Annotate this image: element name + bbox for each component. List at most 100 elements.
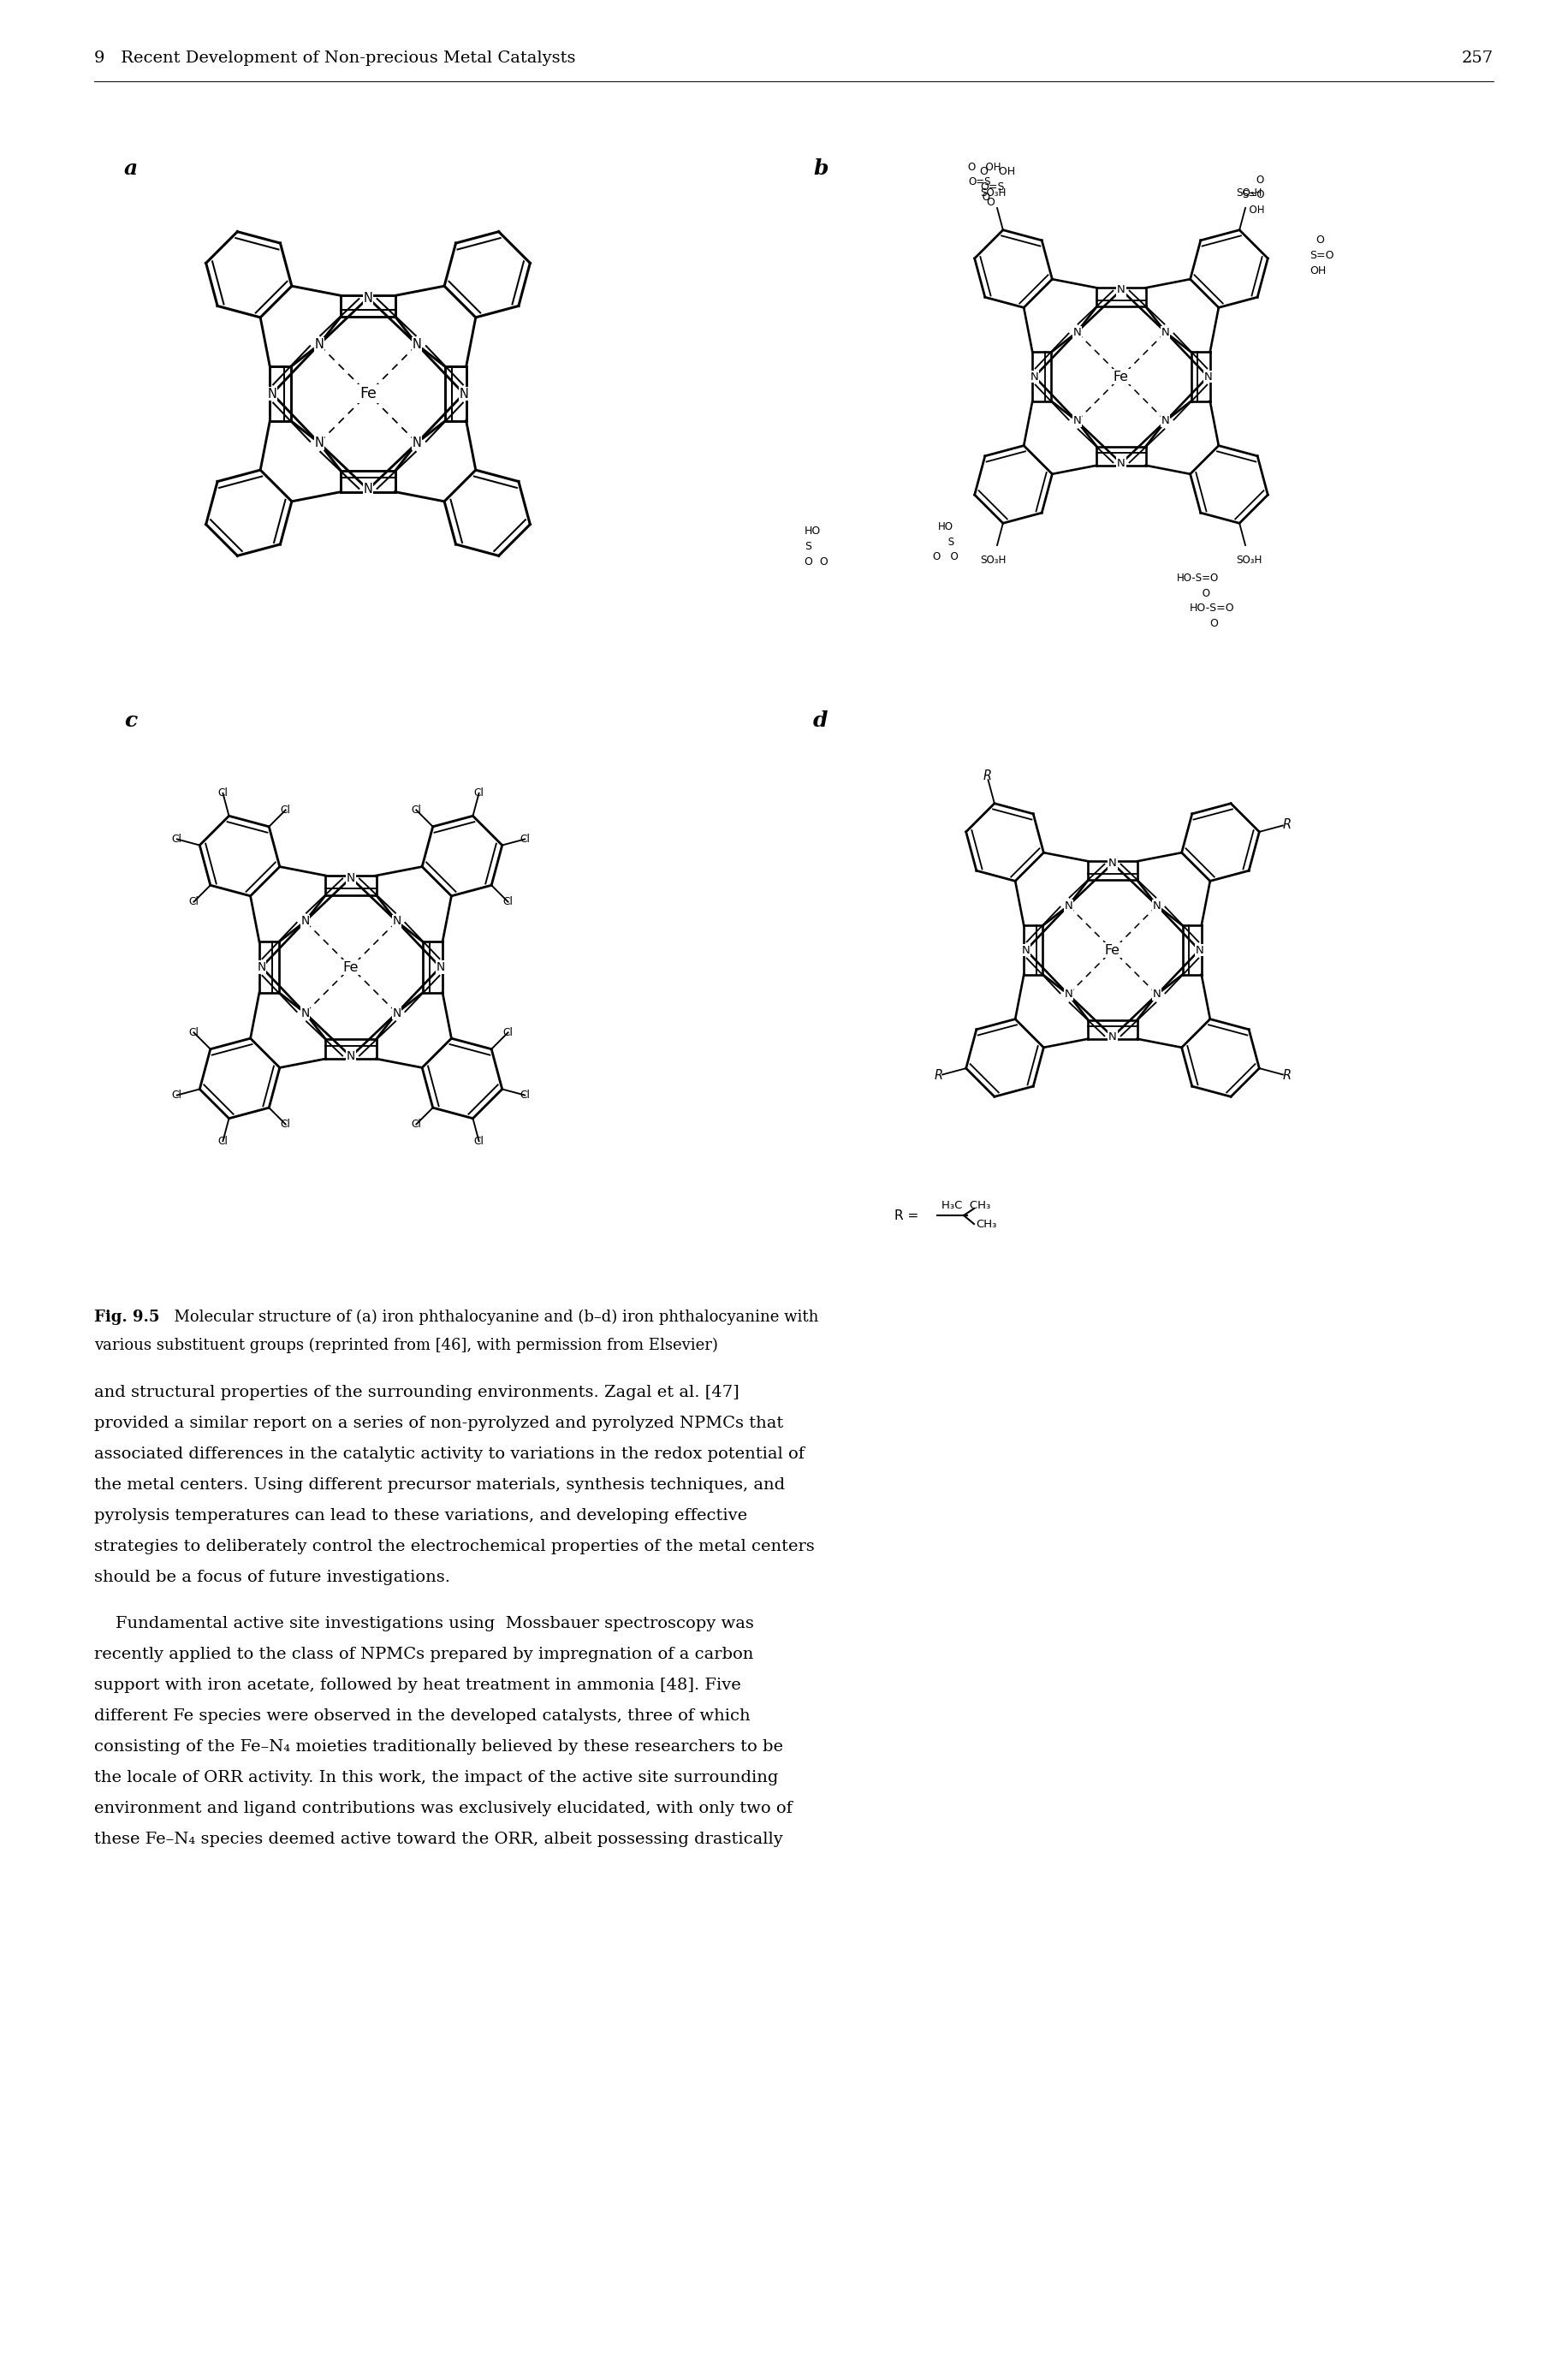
Text: Cl: Cl: [474, 789, 485, 798]
Text: Fe: Fe: [359, 385, 376, 402]
Text: Cl: Cl: [218, 1136, 227, 1148]
Text: consisting of the Fe–N₄ moieties traditionally believed by these researchers to : consisting of the Fe–N₄ moieties traditi…: [94, 1739, 782, 1753]
Text: R: R: [935, 1069, 942, 1081]
Text: R: R: [1283, 1069, 1292, 1081]
Text: S: S: [804, 539, 811, 551]
Text: should be a focus of future investigations.: should be a focus of future investigatio…: [94, 1571, 450, 1585]
Text: O  O: O O: [804, 556, 828, 568]
Text: H₃C  CH₃: H₃C CH₃: [941, 1200, 991, 1212]
Text: O: O: [978, 192, 989, 202]
Text: Molecular structure of (a) iron phthalocyanine and (b–d) iron phthalocyanine wit: Molecular structure of (a) iron phthaloc…: [165, 1309, 818, 1326]
Text: 9   Recent Development of Non-precious Metal Catalysts: 9 Recent Development of Non-precious Met…: [94, 50, 575, 67]
Text: N: N: [301, 1007, 309, 1019]
Text: N: N: [1109, 1031, 1116, 1043]
Text: SO₃H: SO₃H: [980, 188, 1007, 200]
Text: N: N: [1109, 858, 1116, 870]
Text: SO₃H: SO₃H: [1236, 188, 1262, 200]
Text: Cl: Cl: [188, 896, 199, 908]
Text: HO: HO: [804, 525, 822, 537]
Text: SO₃H: SO₃H: [980, 554, 1007, 565]
Text: R: R: [1283, 817, 1292, 832]
Text: Cl: Cl: [411, 1119, 422, 1131]
Text: the metal centers. Using different precursor materials, synthesis techniques, an: the metal centers. Using different precu…: [94, 1478, 786, 1492]
Text: HO: HO: [938, 520, 953, 532]
Text: N: N: [347, 872, 356, 884]
Text: R =: R =: [894, 1209, 919, 1221]
Text: O=S: O=S: [969, 176, 991, 188]
Text: Cl: Cl: [281, 805, 290, 815]
Text: O: O: [1187, 587, 1210, 599]
Text: HO-S=O: HO-S=O: [1178, 573, 1220, 582]
Text: N: N: [412, 337, 422, 352]
Text: support with iron acetate, followed by heat treatment in ammonia [48]. Five: support with iron acetate, followed by h…: [94, 1677, 742, 1694]
Text: strategies to deliberately control the electrochemical properties of the metal c: strategies to deliberately control the e…: [94, 1540, 815, 1554]
Text: Cl: Cl: [503, 1026, 513, 1038]
Text: N: N: [1073, 326, 1080, 337]
Text: c: c: [124, 710, 136, 732]
Text: N: N: [314, 337, 323, 352]
Text: Cl: Cl: [519, 1091, 530, 1100]
Text: Cl: Cl: [218, 789, 227, 798]
Text: N: N: [301, 915, 309, 927]
Text: O: O: [1243, 173, 1264, 185]
Text: Fundamental active site investigations using  Mossbauer spectroscopy was: Fundamental active site investigations u…: [94, 1616, 754, 1632]
Text: Cl: Cl: [519, 834, 530, 846]
Text: O: O: [980, 197, 996, 207]
Text: Fig. 9.5: Fig. 9.5: [94, 1309, 160, 1326]
Text: Cl: Cl: [474, 1136, 485, 1148]
Text: OH: OH: [1243, 204, 1265, 216]
Text: O   OH: O OH: [980, 166, 1014, 176]
Text: R: R: [983, 770, 991, 782]
Text: N: N: [1162, 416, 1170, 428]
Text: S: S: [946, 537, 955, 546]
Text: N: N: [1195, 946, 1204, 955]
Text: N: N: [364, 292, 373, 304]
Text: O: O: [1190, 618, 1218, 630]
Text: N: N: [1022, 946, 1030, 955]
Text: N: N: [1116, 459, 1126, 468]
Text: O   O: O O: [933, 551, 958, 561]
Text: CH₃: CH₃: [975, 1219, 997, 1228]
Text: and structural properties of the surrounding environments. Zagal et al. [47]: and structural properties of the surroun…: [94, 1385, 739, 1399]
Text: 257: 257: [1461, 50, 1494, 67]
Text: N: N: [1065, 988, 1073, 1000]
Text: b: b: [814, 159, 828, 178]
Text: S=O: S=O: [1309, 249, 1334, 261]
Text: Cl: Cl: [172, 1091, 182, 1100]
Text: pyrolysis temperatures can lead to these variations, and developing effective: pyrolysis temperatures can lead to these…: [94, 1509, 748, 1523]
Text: d: d: [814, 710, 828, 732]
Text: Fe: Fe: [343, 960, 359, 974]
Text: N: N: [1073, 416, 1080, 428]
Text: O: O: [1309, 235, 1325, 245]
Text: N: N: [257, 962, 267, 974]
Text: environment and ligand contributions was exclusively elucidated, with only two o: environment and ligand contributions was…: [94, 1801, 792, 1815]
Text: associated differences in the catalytic activity to variations in the redox pote: associated differences in the catalytic …: [94, 1447, 804, 1461]
Text: N: N: [1065, 901, 1073, 912]
Text: N: N: [1162, 326, 1170, 337]
Text: the locale of ORR activity. In this work, the impact of the active site surround: the locale of ORR activity. In this work…: [94, 1770, 778, 1784]
Text: N: N: [459, 387, 469, 399]
Text: N: N: [1204, 371, 1212, 383]
Text: N: N: [436, 962, 445, 974]
Text: N: N: [392, 1007, 401, 1019]
Text: N: N: [314, 437, 323, 449]
Text: a: a: [124, 159, 138, 178]
Text: recently applied to the class of NPMCs prepared by impregnation of a carbon: recently applied to the class of NPMCs p…: [94, 1647, 754, 1663]
Text: Cl: Cl: [503, 896, 513, 908]
Text: N: N: [1116, 285, 1126, 295]
Text: Cl: Cl: [281, 1119, 290, 1131]
Text: these Fe–N₄ species deemed active toward the ORR, albeit possessing drastically: these Fe–N₄ species deemed active toward…: [94, 1832, 782, 1846]
Text: OH: OH: [1309, 264, 1327, 276]
Text: N: N: [1152, 901, 1162, 912]
Text: provided a similar report on a series of non-pyrolyzed and pyrolyzed NPMCs that: provided a similar report on a series of…: [94, 1416, 784, 1430]
Text: N: N: [347, 1050, 356, 1062]
Text: Fe: Fe: [1105, 943, 1121, 958]
Text: different Fe species were observed in the developed catalysts, three of which: different Fe species were observed in th…: [94, 1708, 751, 1725]
Text: Cl: Cl: [188, 1026, 199, 1038]
Text: Cl: Cl: [172, 834, 182, 846]
Text: SO₃H: SO₃H: [1236, 554, 1262, 565]
Text: various substituent groups (reprinted from [46], with permission from Elsevier): various substituent groups (reprinted fr…: [94, 1338, 718, 1354]
Text: N: N: [268, 387, 278, 399]
Text: O=S: O=S: [980, 181, 1005, 192]
Text: N: N: [392, 915, 401, 927]
